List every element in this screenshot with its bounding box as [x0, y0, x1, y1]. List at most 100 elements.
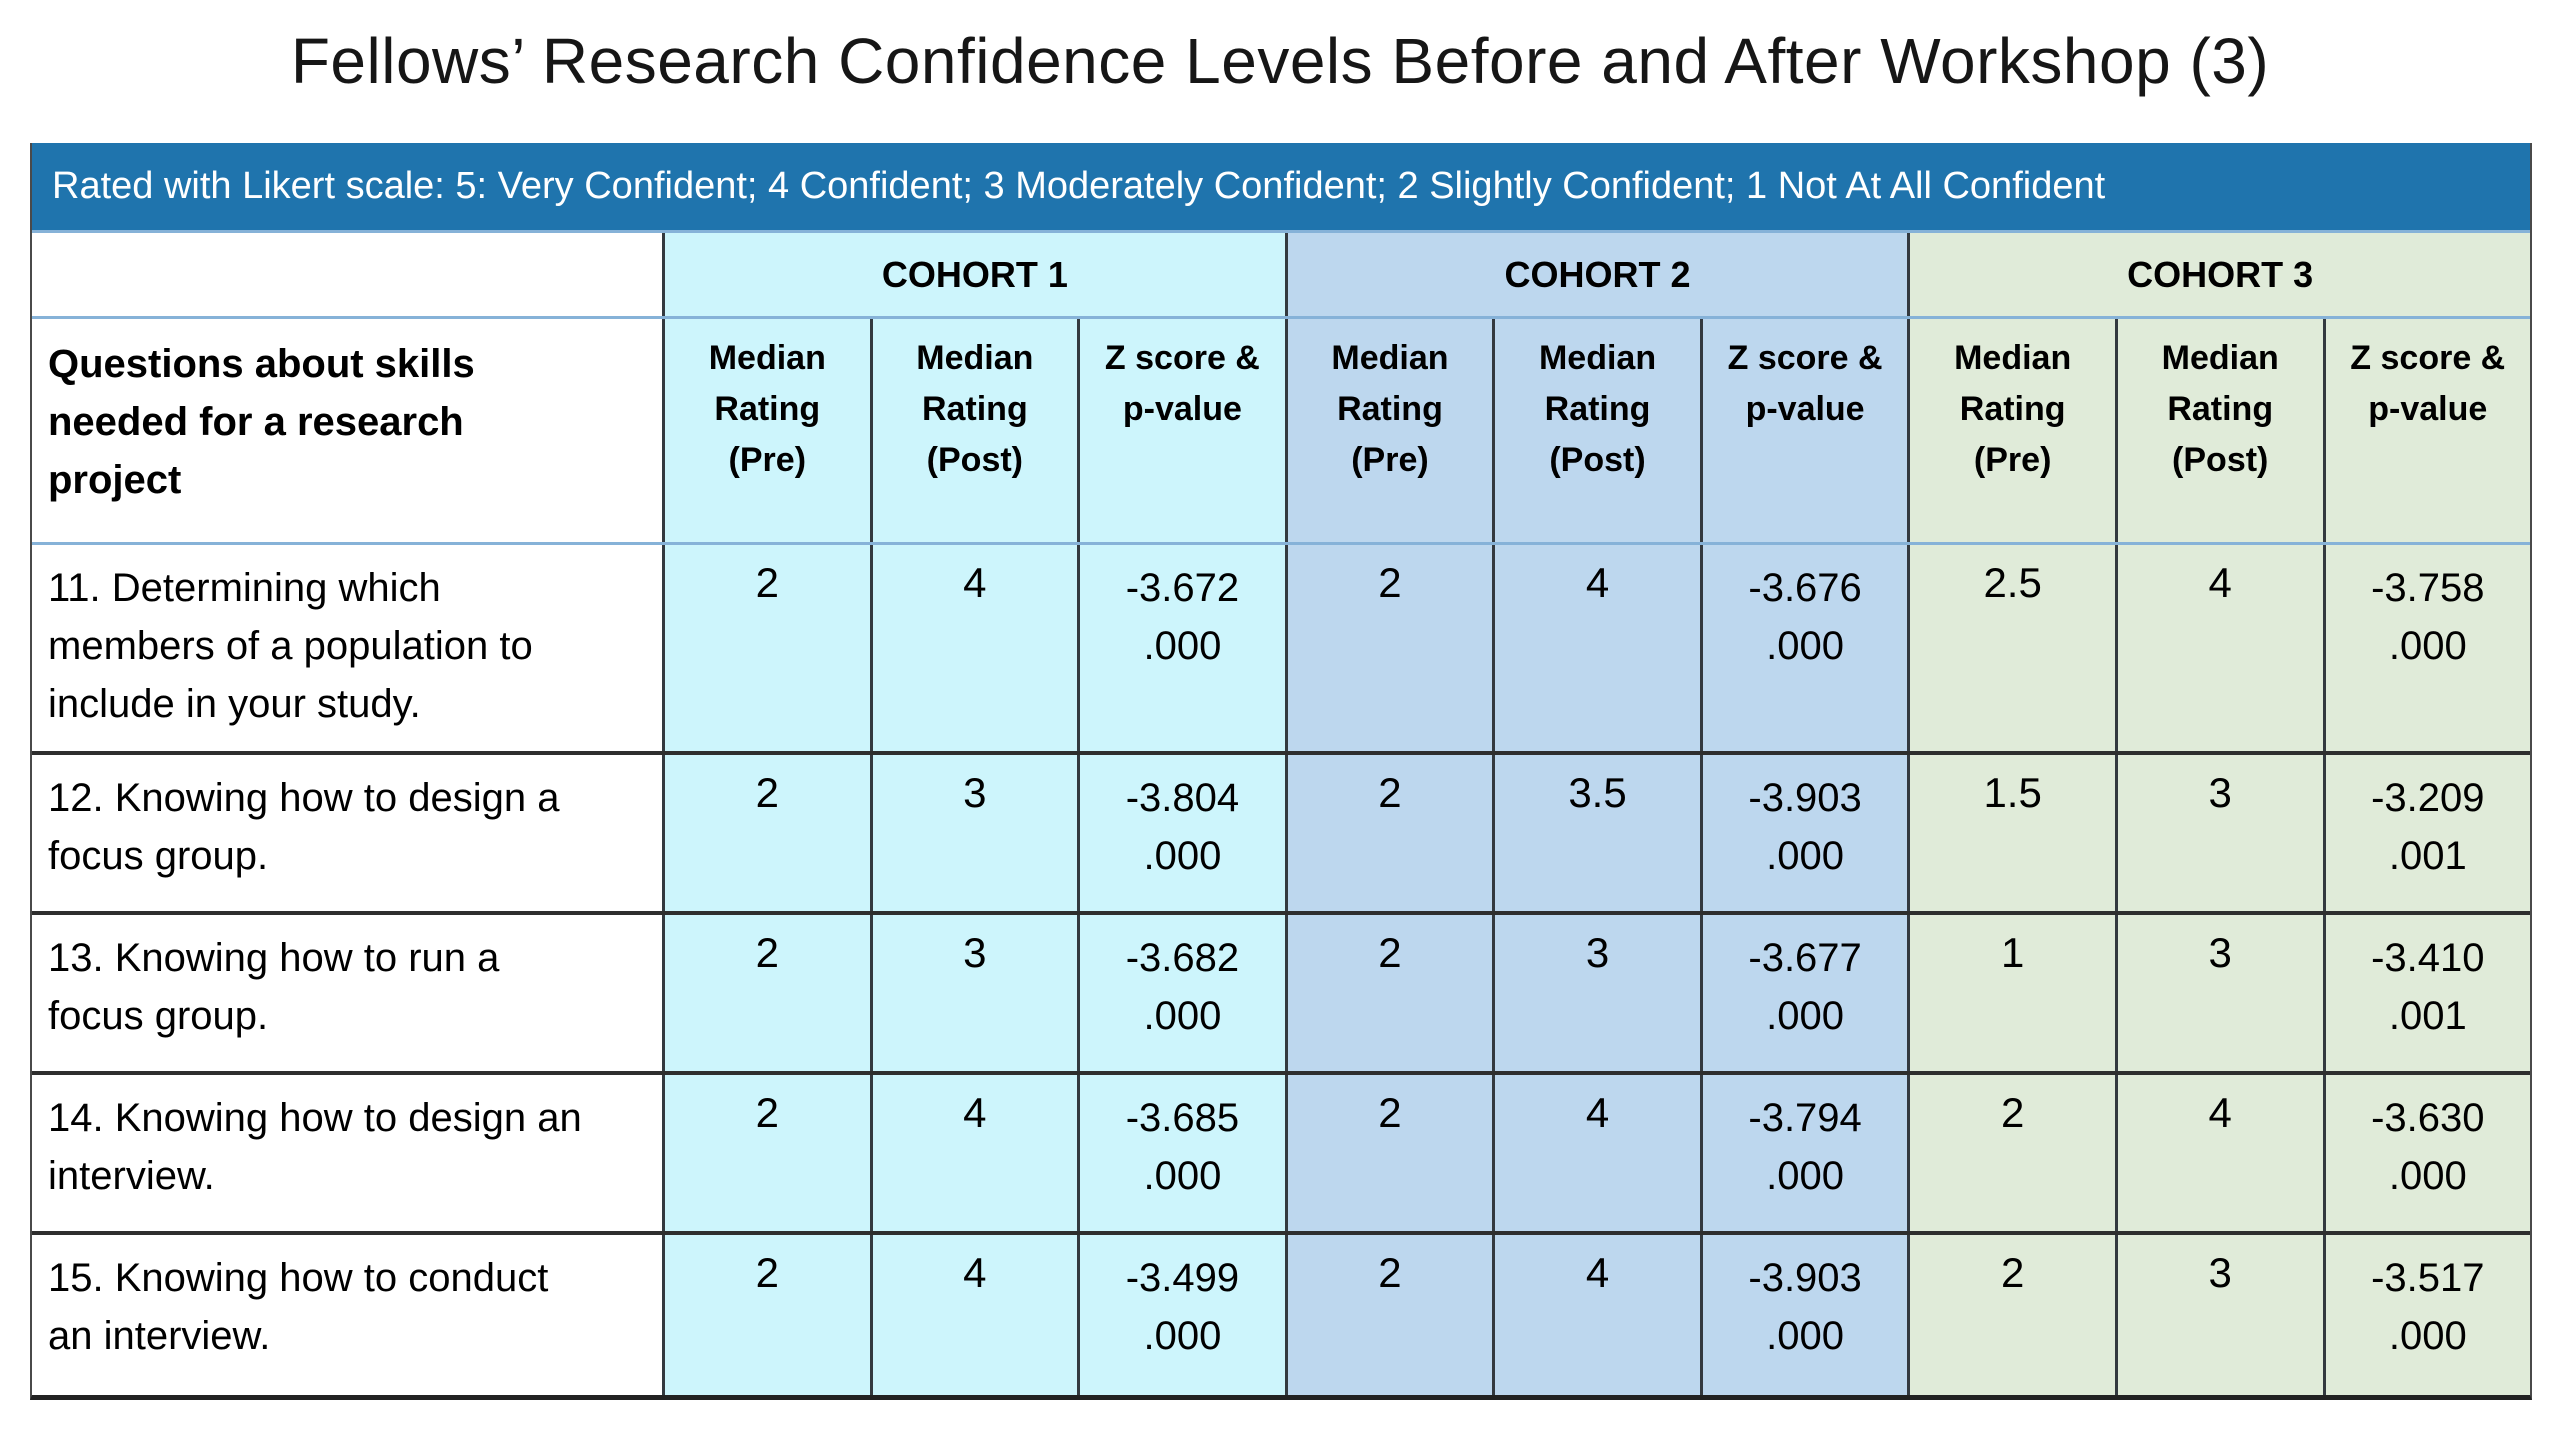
cohort3-zscore-cell: -3.517 .000	[2325, 1235, 2531, 1395]
cohort2-post-value: 3	[1495, 915, 1703, 1071]
z-score: -3.672	[1125, 566, 1240, 610]
cohort1-post-header: Median Rating (Post)	[872, 319, 1081, 542]
z-score: -3.677	[1748, 936, 1862, 980]
corner-cell	[32, 233, 665, 316]
cohort1-z-header: Z score & p-value	[1080, 319, 1288, 542]
cohort3-post-value: 3	[2117, 1235, 2326, 1395]
p-value: .000	[1143, 624, 1222, 668]
cohort3-pre-value: 1	[1910, 915, 2118, 1071]
p-value: .000	[2388, 1314, 2467, 1358]
page-title: Fellows’ Research Confidence Levels Befo…	[290, 25, 2270, 97]
cohort1-pre-value: 2	[665, 915, 873, 1071]
cohort2-post-value: 4	[1495, 545, 1703, 751]
cohort3-pre-value: 2.5	[1910, 545, 2118, 751]
cohort1-pre-header: Median Rating (Pre)	[665, 319, 873, 542]
column-header-row: Questions about skills needed for a rese…	[32, 319, 2531, 545]
cohort3-header: COHORT 3	[1910, 233, 2531, 316]
cohort1-zscore-cell: -3.682 .000	[1080, 915, 1288, 1071]
cohort2-pre-value: 2	[1287, 915, 1496, 1071]
cohort3-pre-value: 1.5	[1910, 755, 2118, 911]
cohort3-z-header: Z score & p-value	[2325, 319, 2531, 542]
cohort3-pre-header: Median Rating (Pre)	[1910, 319, 2118, 542]
cohort3-zscore-cell: -3.209 .001	[2325, 755, 2531, 911]
cohort2-zscore-cell: -3.794 .000	[1702, 1075, 1911, 1231]
z-score: -3.410	[2371, 936, 2485, 980]
cohort2-zscore-cell: -3.676 .000	[1702, 545, 1911, 751]
likert-scale-banner: Rated with Likert scale: 5: Very Confide…	[32, 143, 2530, 233]
cohort1-zscore-cell: -3.672 .000	[1080, 545, 1288, 751]
cohort3-post-value: 4	[2117, 545, 2326, 751]
p-value: .000	[1143, 834, 1222, 878]
z-score: -3.499	[1125, 1256, 1240, 1300]
cohort1-post-value: 4	[872, 1075, 1081, 1231]
cohort1-pre-value: 2	[665, 1235, 873, 1395]
p-value: .000	[1766, 994, 1845, 1038]
table-row: 14. Knowing how to design an interview. …	[32, 1075, 2531, 1235]
p-value: .001	[2388, 994, 2467, 1038]
p-value: .000	[1143, 1314, 1222, 1358]
cohort2-z-header: Z score & p-value	[1702, 319, 1911, 542]
cohort2-zscore-cell: -3.903 .000	[1702, 755, 1911, 911]
cohort2-post-header: Median Rating (Post)	[1495, 319, 1703, 542]
cohort3-post-header: Median Rating (Post)	[2117, 319, 2326, 542]
confidence-table: Rated with Likert scale: 5: Very Confide…	[30, 143, 2532, 1400]
cohort2-pre-value: 2	[1287, 545, 1496, 751]
question-cell: 12. Knowing how to design a focus group.	[32, 755, 665, 911]
cohort3-zscore-cell: -3.630 .000	[2325, 1075, 2531, 1231]
cohort2-pre-value: 2	[1287, 1075, 1496, 1231]
p-value: .000	[1766, 1154, 1845, 1198]
p-value: .000	[2388, 624, 2467, 668]
table-row: 15. Knowing how to conduct an interview.…	[32, 1235, 2531, 1395]
cohort3-pre-value: 2	[1910, 1075, 2118, 1231]
z-score: -3.682	[1125, 936, 1240, 980]
p-value: .000	[2388, 1154, 2467, 1198]
cohort1-post-value: 4	[872, 1235, 1081, 1395]
cohort2-post-value: 3.5	[1495, 755, 1703, 911]
cohort1-zscore-cell: -3.804 .000	[1080, 755, 1288, 911]
row-header-title: Questions about skills needed for a rese…	[32, 319, 665, 542]
question-cell: 15. Knowing how to conduct an interview.	[32, 1235, 665, 1395]
z-score: -3.630	[2371, 1096, 2485, 1140]
p-value: .000	[1766, 1314, 1845, 1358]
table-row: 13. Knowing how to run a focus group. 2 …	[32, 915, 2531, 1075]
cohort1-header: COHORT 1	[665, 233, 1288, 316]
z-score: -3.903	[1748, 776, 1862, 820]
cohort2-zscore-cell: -3.903 .000	[1702, 1235, 1911, 1395]
cohort2-pre-value: 2	[1287, 1235, 1496, 1395]
z-score: -3.209	[2371, 776, 2485, 820]
cohort3-post-value: 3	[2117, 915, 2326, 1071]
cohort2-zscore-cell: -3.677 .000	[1702, 915, 1911, 1071]
z-score: -3.903	[1748, 1256, 1862, 1300]
question-cell: 14. Knowing how to design an interview.	[32, 1075, 665, 1231]
cohort2-post-value: 4	[1495, 1075, 1703, 1231]
z-score: -3.517	[2371, 1256, 2485, 1300]
cohort1-pre-value: 2	[665, 545, 873, 751]
cohort1-pre-value: 2	[665, 755, 873, 911]
cohort3-zscore-cell: -3.758 .000	[2325, 545, 2531, 751]
z-score: -3.794	[1748, 1096, 1862, 1140]
p-value: .001	[2388, 834, 2467, 878]
p-value: .000	[1143, 1154, 1222, 1198]
p-value: .000	[1143, 994, 1222, 1038]
cohort2-pre-value: 2	[1287, 755, 1496, 911]
cohort1-post-value: 3	[872, 915, 1081, 1071]
cohort2-pre-header: Median Rating (Pre)	[1287, 319, 1496, 542]
p-value: .000	[1766, 624, 1845, 668]
cohort1-zscore-cell: -3.499 .000	[1080, 1235, 1288, 1395]
cohort3-post-value: 3	[2117, 755, 2326, 911]
z-score: -3.758	[2371, 566, 2485, 610]
cohort1-zscore-cell: -3.685 .000	[1080, 1075, 1288, 1231]
cohort1-pre-value: 2	[665, 1075, 873, 1231]
cohort1-post-value: 3	[872, 755, 1081, 911]
question-cell: 11. Determining which members of a popul…	[32, 545, 665, 751]
cohort1-post-value: 4	[872, 545, 1081, 751]
z-score: -3.685	[1125, 1096, 1240, 1140]
cohort3-zscore-cell: -3.410 .001	[2325, 915, 2531, 1071]
z-score: -3.676	[1748, 566, 1862, 610]
table-row: 11. Determining which members of a popul…	[32, 545, 2531, 755]
cohort-header-row: COHORT 1 COHORT 2 COHORT 3	[32, 233, 2531, 319]
cohort3-pre-value: 2	[1910, 1235, 2118, 1395]
cohort2-post-value: 4	[1495, 1235, 1703, 1395]
table-row: 12. Knowing how to design a focus group.…	[32, 755, 2531, 915]
question-cell: 13. Knowing how to run a focus group.	[32, 915, 665, 1071]
